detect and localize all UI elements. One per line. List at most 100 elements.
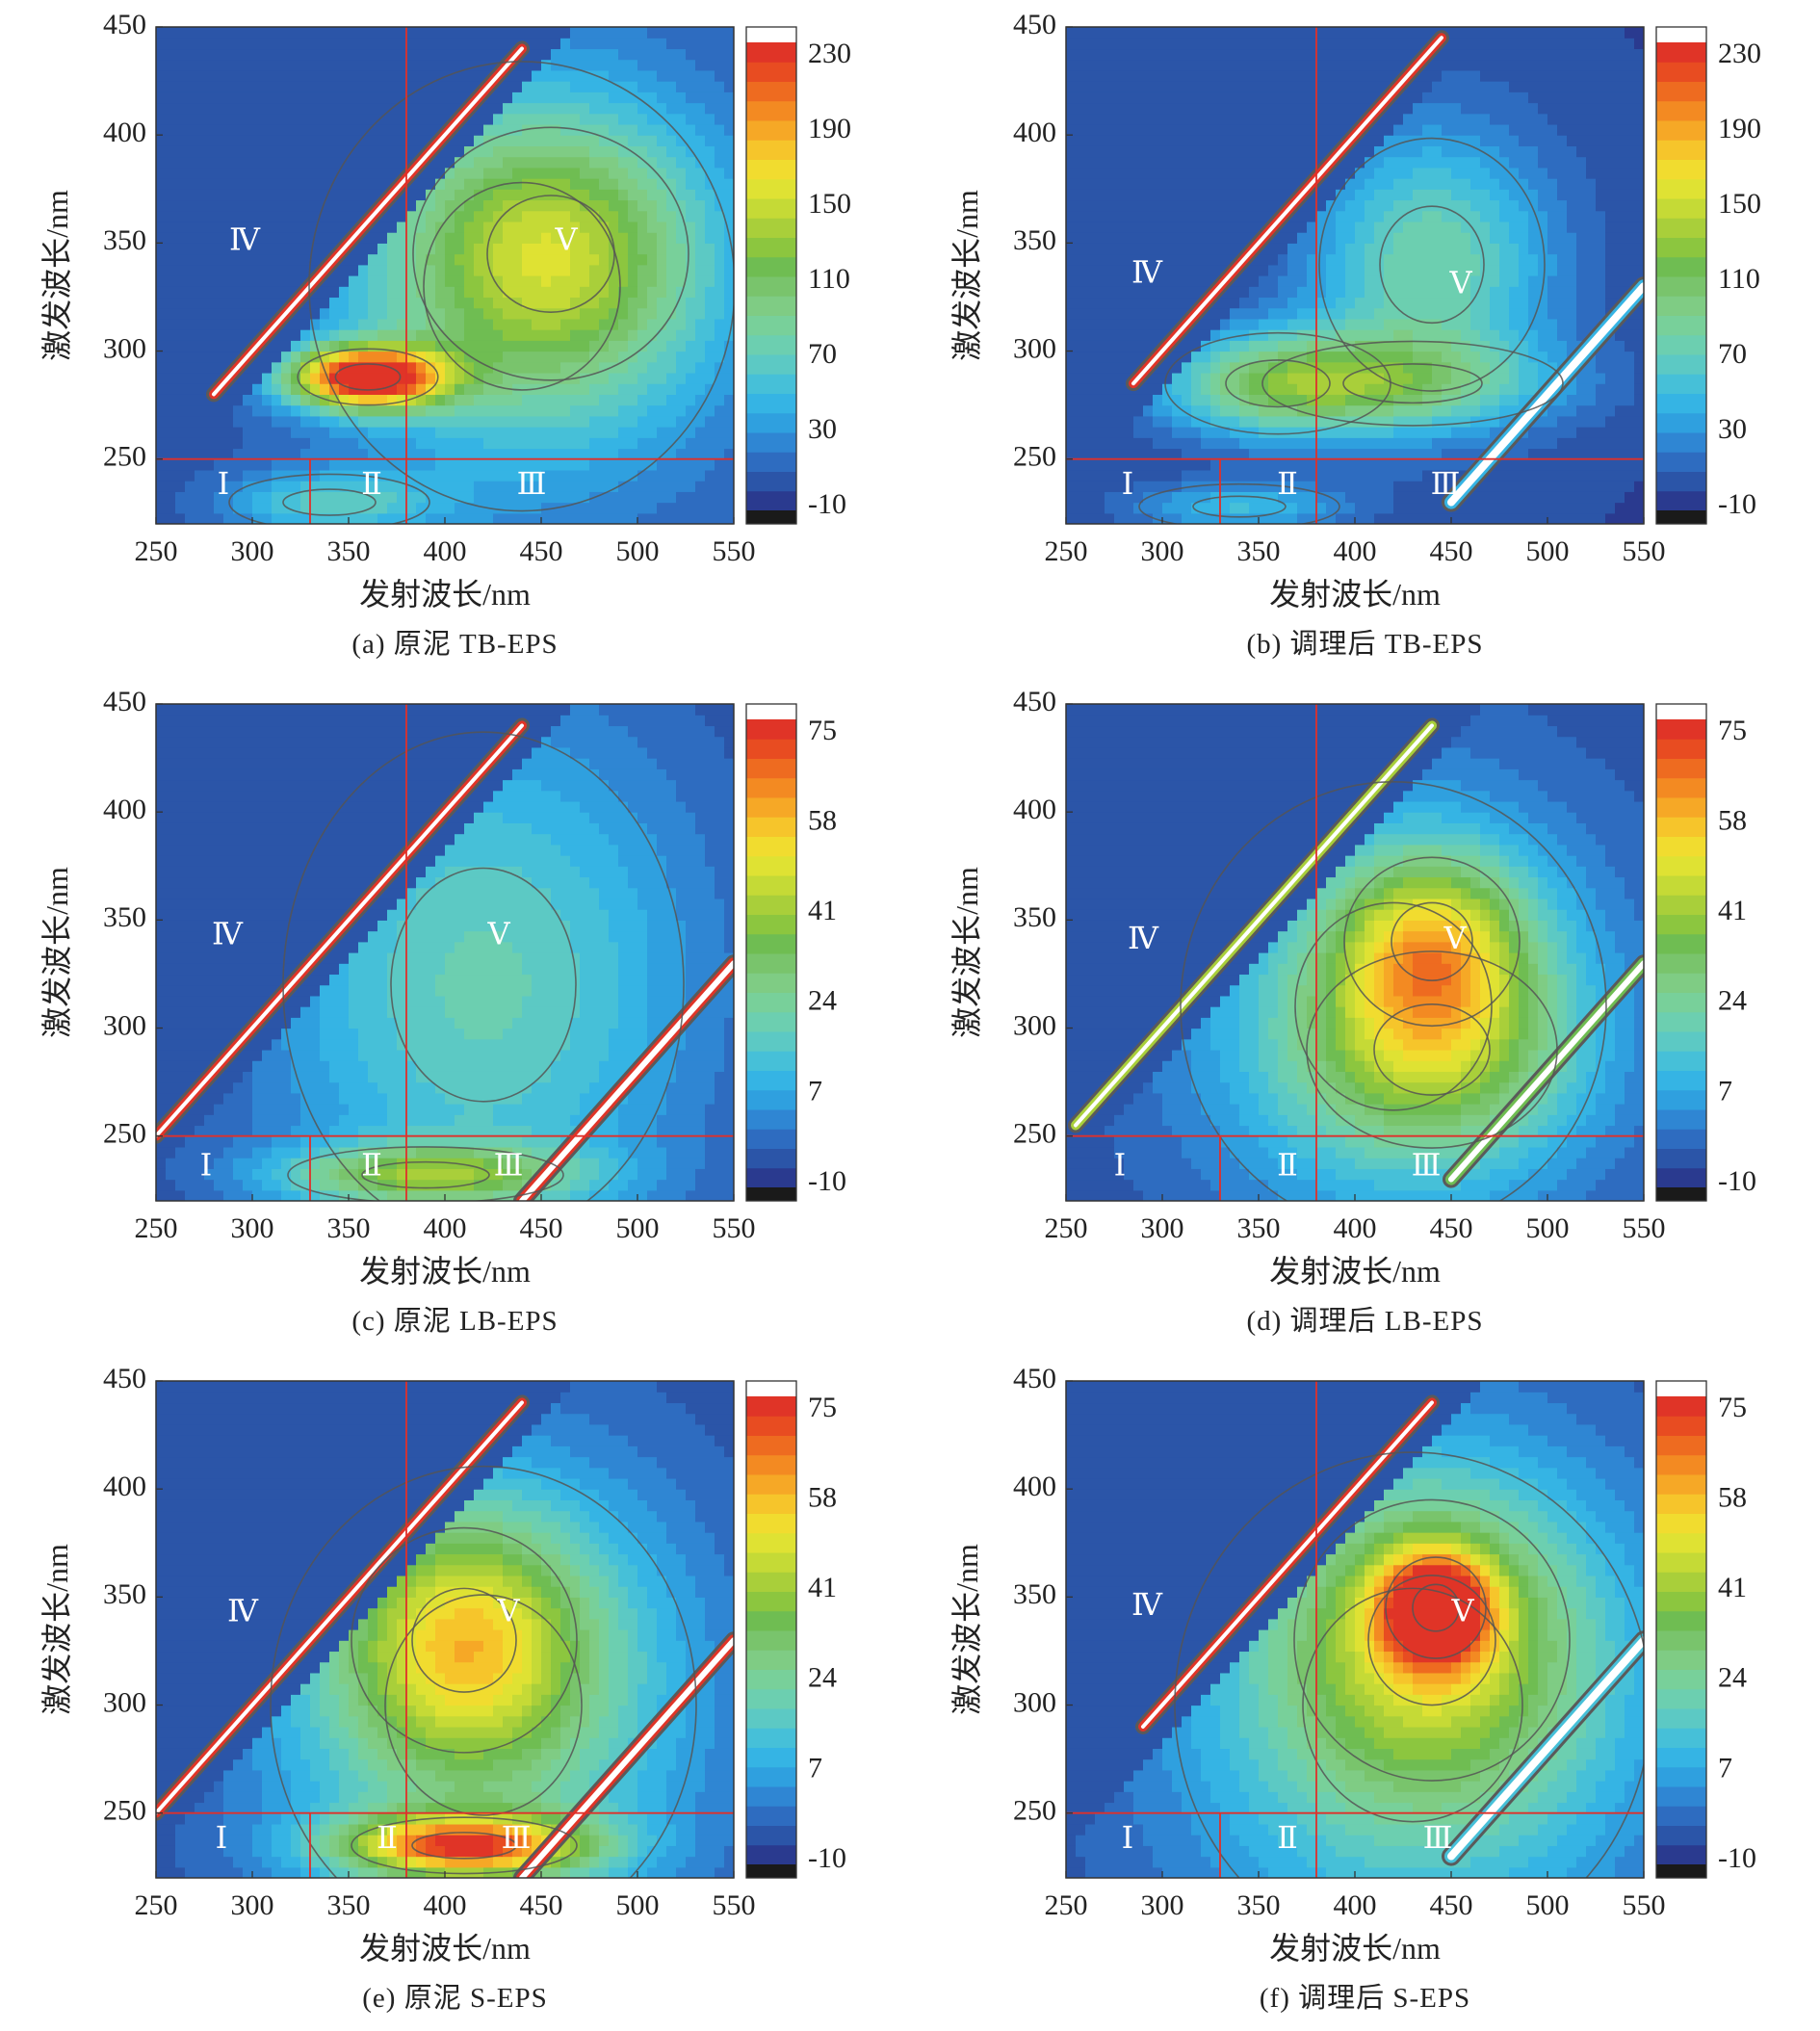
heatmap-cell <box>1220 383 1231 395</box>
heatmap-cell <box>1287 48 1298 61</box>
heatmap-cell <box>204 512 215 524</box>
heatmap-cell <box>522 351 533 363</box>
heatmap-cell <box>1268 102 1279 115</box>
heatmap-cell <box>1336 27 1346 39</box>
heatmap-cell <box>300 415 311 428</box>
heatmap-cell <box>1268 243 1279 255</box>
heatmap-cell <box>368 178 378 190</box>
heatmap-cell <box>522 156 533 169</box>
heatmap-cell <box>1220 469 1231 482</box>
heatmap-cell <box>1307 448 1317 460</box>
heatmap-cell <box>291 437 301 450</box>
heatmap-cell <box>1316 448 1327 460</box>
heatmap-cell <box>1384 156 1394 169</box>
heatmap-cell <box>560 189 571 201</box>
heatmap-cell <box>541 253 552 266</box>
heatmap-cell <box>1172 38 1183 50</box>
heatmap-cell <box>1336 113 1346 125</box>
heatmap-cell <box>214 178 224 190</box>
heatmap-cell <box>233 275 244 287</box>
heatmap-cell <box>397 318 407 330</box>
heatmap-cell <box>435 329 446 341</box>
heatmap-cell <box>1249 512 1260 524</box>
heatmap-cell <box>1393 156 1404 169</box>
heatmap-cell <box>1095 156 1105 169</box>
heatmap-cell <box>1220 38 1231 50</box>
heatmap-cell <box>262 361 273 374</box>
heatmap-cell <box>339 512 350 524</box>
heatmap-cell <box>1230 340 1240 352</box>
heatmap-cell <box>1480 91 1491 104</box>
heatmap-cell <box>1259 351 1269 363</box>
heatmap-cell <box>377 427 388 438</box>
heatmap-cell <box>1345 81 1356 92</box>
heatmap-cell <box>1066 81 1077 92</box>
heatmap-cell <box>474 404 484 417</box>
heatmap-cell <box>455 243 465 255</box>
heatmap-cell <box>1249 340 1260 352</box>
heatmap-cell <box>406 275 417 287</box>
heatmap-cell <box>1066 394 1077 406</box>
heatmap-cell <box>175 491 186 504</box>
heatmap-cell <box>724 481 734 492</box>
heatmap-cell <box>522 243 533 255</box>
heatmap-cell <box>339 210 350 222</box>
heatmap-cell <box>1336 275 1346 287</box>
heatmap-cell <box>560 512 571 524</box>
heatmap-cell <box>676 59 687 71</box>
heatmap-cell <box>1365 91 1375 104</box>
heatmap-cell <box>695 469 706 482</box>
heatmap-cell <box>1393 481 1404 492</box>
heatmap-cell <box>532 210 542 222</box>
heatmap-cell <box>1413 491 1423 504</box>
heatmap-cell <box>233 189 244 201</box>
heatmap-cell <box>1384 329 1394 341</box>
heatmap-cell <box>637 145 648 158</box>
heatmap-cell <box>1172 297 1183 309</box>
heatmap-cell <box>618 221 629 233</box>
heatmap-cell <box>1451 38 1462 50</box>
heatmap-cell <box>1230 69 1240 82</box>
heatmap-cell <box>1220 27 1231 39</box>
heatmap-cell <box>1470 297 1481 309</box>
heatmap-cell <box>291 458 301 471</box>
heatmap-cell <box>1451 145 1462 158</box>
heatmap-cell <box>1336 81 1346 92</box>
heatmap-cell <box>1105 59 1115 71</box>
heatmap-cell <box>474 458 484 471</box>
heatmap-cell <box>483 491 494 504</box>
heatmap-cell <box>715 156 725 169</box>
heatmap-cell <box>1259 297 1269 309</box>
heatmap-cell <box>541 415 552 428</box>
heatmap-cell <box>1451 448 1462 460</box>
heatmap-cell <box>1509 178 1520 190</box>
heatmap-cell <box>1191 199 1202 212</box>
heatmap-cell <box>724 221 734 233</box>
heatmap-cell <box>724 135 734 146</box>
heatmap-cell <box>570 351 581 363</box>
heatmap-cell <box>329 427 340 438</box>
heatmap-cell <box>532 427 542 438</box>
heatmap-cell <box>1287 469 1298 482</box>
heatmap-cell <box>666 123 677 136</box>
heatmap-cell <box>1210 481 1221 492</box>
heatmap-cell <box>156 383 167 395</box>
heatmap-cell <box>1490 415 1500 428</box>
heatmap-cell <box>1326 178 1337 190</box>
heatmap-cell <box>329 59 340 71</box>
heatmap-cell <box>599 427 610 438</box>
heatmap-cell <box>1316 123 1327 136</box>
heatmap-cell <box>291 264 301 276</box>
heatmap-cell <box>1095 491 1105 504</box>
heatmap-cell <box>1278 275 1288 287</box>
heatmap-cell <box>1403 297 1414 309</box>
heatmap-cell <box>541 394 552 406</box>
heatmap-cell <box>1384 135 1394 146</box>
heatmap-cell <box>310 448 321 460</box>
heatmap-cell <box>1172 81 1183 92</box>
heatmap-cell <box>637 156 648 169</box>
heatmap-cell <box>300 27 311 39</box>
heatmap-cell <box>599 351 610 363</box>
heatmap-cell <box>474 340 484 352</box>
heatmap-cell <box>1393 264 1404 276</box>
